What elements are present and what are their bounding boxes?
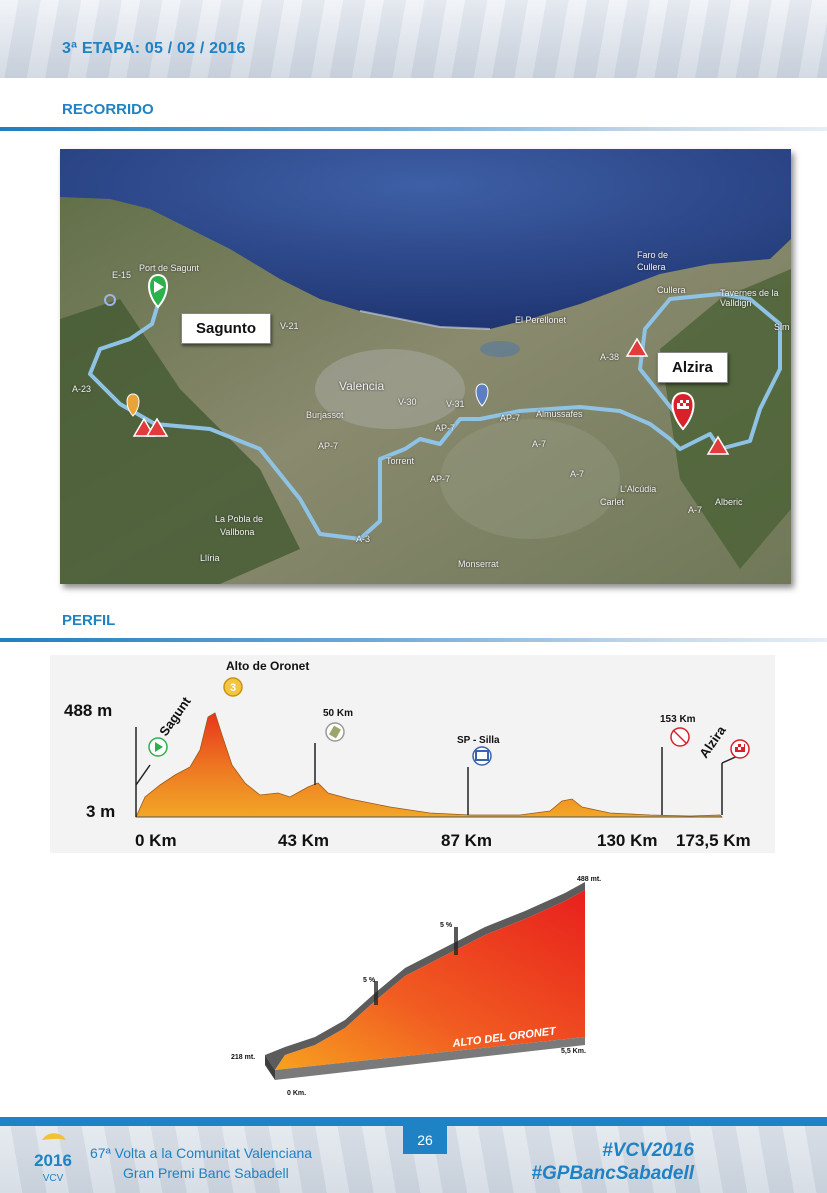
place-vallbona: Vallbona: [220, 527, 255, 537]
vcv-logo: 2016 VCV: [28, 1130, 78, 1185]
climb-face: [275, 890, 585, 1070]
route-map[interactable]: Sagunto Alzira Port de Sagunt Valencia E…: [60, 149, 791, 584]
sprint-icon: [472, 746, 492, 766]
km-tick-1: 43 Km: [278, 831, 329, 850]
road-ap7-b: AP-7: [318, 441, 339, 451]
profile-area: [135, 712, 723, 818]
finish-marker: [671, 391, 695, 431]
place-almussafes: Almussafes: [536, 409, 583, 419]
stage-title: 3ª ETAPA: 05 / 02 / 2016: [62, 40, 246, 57]
start-icon: [148, 737, 168, 757]
km-tick-2: 87 Km: [441, 831, 492, 850]
place-torrent: Torrent: [386, 456, 415, 466]
km-tick-4: 173,5 Km: [676, 831, 751, 850]
section-title-profile: PERFIL: [62, 612, 116, 629]
road-v30: V-30: [398, 397, 417, 407]
km50-label: 50 Km: [323, 708, 353, 719]
climb-marker: [126, 393, 140, 417]
road-ap7-d: AP-7: [435, 423, 456, 433]
poi-icon: [104, 294, 116, 306]
place-lliria: Llíria: [200, 553, 220, 563]
finish-label: Alzira: [657, 352, 728, 383]
road-a3: A-3: [356, 534, 371, 544]
climb-road-band: [265, 882, 585, 1070]
road-e15: E-15: [112, 270, 132, 280]
route-line: [88, 292, 782, 541]
place-valencia: Valencia: [339, 379, 385, 393]
place-alberic: Alberic: [715, 497, 743, 507]
place-lalcudia: L'Alcúdia: [620, 484, 657, 494]
road-v21: V-21: [280, 321, 299, 331]
profile-max-alt: 488 m: [64, 701, 112, 720]
hashtag-gp: #GPBancSabadell: [531, 1163, 694, 1184]
svg-text:2016: 2016: [34, 1151, 72, 1170]
finish-flag-icon: [730, 739, 750, 759]
climb-category-icon: 3: [223, 677, 243, 697]
sprint-marker: [475, 383, 489, 407]
place-el-perellonet: El Perellonet: [515, 315, 567, 325]
place-burjassot: Burjassot: [306, 410, 344, 420]
road-a7-b: A-7: [570, 469, 585, 479]
climb-top-alt: 488 mt.: [577, 876, 601, 883]
page-number: 26: [403, 1126, 447, 1154]
footer-rule: [0, 1117, 827, 1126]
km-tick-0: 0 Km: [135, 831, 177, 850]
svg-text:3: 3: [230, 682, 236, 694]
climb-name-label: Alto de Oronet: [226, 659, 309, 673]
hashtag-vcv: #VCV2016: [602, 1140, 694, 1161]
climb-base-alt: 218 mt.: [231, 1054, 255, 1061]
road-a7-c: A-7: [688, 505, 703, 515]
grade2-label: 5 %: [440, 922, 453, 929]
header-band: [0, 0, 827, 78]
warning-icon: [132, 337, 730, 455]
place-port-de-sagunt: Port de Sagunt: [139, 263, 200, 273]
section-rule-route: [0, 127, 827, 131]
profile-canvas: 3 488 m 3 m 0 Km 43 Km 87 Km 130 Km 173,…: [50, 655, 775, 853]
road-a23: A-23: [72, 384, 92, 394]
no-feed-icon: [670, 727, 690, 747]
svg-text:VCV: VCV: [43, 1173, 64, 1184]
place-tavernes: Tavernes de la Valldign: [720, 288, 779, 308]
stage-profile: 3 488 m 3 m 0 Km 43 Km 87 Km 130 Km 173,…: [50, 655, 775, 853]
start-marker: [148, 273, 168, 309]
place-monserrat: Monserrat: [458, 559, 499, 569]
place-faro: Faro de: [637, 250, 669, 260]
place-carlet: Carlet: [600, 497, 625, 507]
climb-end-km: 5,5 Km.: [561, 1048, 586, 1055]
road-a7-a: A-7: [532, 439, 547, 449]
road-ap7-c: AP-7: [430, 474, 451, 484]
place-cullera-faro: Cullera: [637, 262, 666, 272]
section-title-route: RECORRIDO: [62, 101, 154, 118]
climb-start-km: 0 Km.: [287, 1090, 306, 1097]
place-simat: Sim: [774, 322, 790, 332]
climb-canvas: 5 % 5 % 488 mt. 218 mt. 0 Km. 5,5 Km. AL…: [231, 876, 601, 1097]
section-rule-profile: [0, 638, 827, 642]
road-ap7-a: AP-7: [500, 413, 521, 423]
start-label: Sagunto: [181, 313, 271, 344]
grade1-label: 5 %: [363, 977, 376, 984]
footer-line1: 67ª Volta a la Comunitat Valenciana: [90, 1145, 313, 1161]
profile-min-alt: 3 m: [86, 802, 115, 821]
logo-icon: 2016 VCV: [34, 1133, 72, 1184]
place-cullera: Cullera: [657, 285, 686, 295]
climb-profile: 5 % 5 % 488 mt. 218 mt. 0 Km. 5,5 Km. AL…: [225, 865, 615, 1100]
footer-line2: Gran Premi Banc Sabadell: [123, 1165, 289, 1181]
place-la-pobla: La Pobla de: [215, 514, 264, 524]
road-v31: V-31: [446, 399, 465, 409]
road-a38: A-38: [600, 352, 620, 362]
km153-label: 153 Km: [660, 714, 696, 725]
km-tick-3: 130 Km: [597, 831, 657, 850]
feed-zone-icon: [325, 722, 345, 742]
sprint-label: SP - Silla: [457, 735, 500, 746]
